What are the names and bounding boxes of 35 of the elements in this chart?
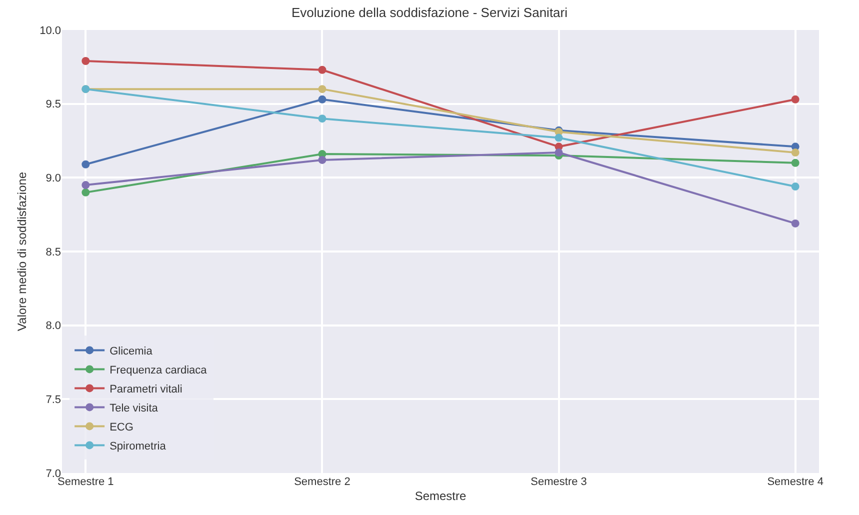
y-tick-label: 8.5 — [46, 246, 61, 258]
point — [554, 134, 563, 142]
y-axis-title: Valore medio di soddisfazione — [14, 172, 29, 332]
point — [554, 148, 563, 157]
point — [82, 181, 90, 190]
point — [318, 156, 326, 164]
point — [318, 95, 326, 104]
legend-label: Spirometria — [110, 440, 167, 452]
point — [82, 160, 90, 168]
chart-title: Evoluzione della soddisfazione - Servizi Sanitari — [291, 4, 568, 20]
point — [82, 188, 90, 196]
point — [82, 57, 90, 66]
x-tick-label: Semestre 2 — [294, 476, 350, 488]
legend-label: Parametri vitali — [110, 384, 182, 396]
point — [318, 85, 326, 94]
point — [791, 182, 800, 191]
y-tick-label: 8.0 — [46, 320, 61, 332]
y-tick-label: 9.5 — [46, 98, 61, 111]
x-axis-title: Semestre — [414, 488, 466, 503]
point — [791, 148, 800, 157]
y-tick-label: 7.5 — [46, 394, 61, 406]
legend-label: Tele visita — [110, 402, 159, 414]
legend-label: Glicemia — [110, 346, 154, 358]
legend-label: ECG — [110, 422, 134, 434]
point — [791, 95, 800, 104]
point — [791, 219, 800, 228]
x-tick-label: Semestre 3 — [530, 476, 587, 488]
x-tick-label: Semestre 4 — [767, 476, 824, 488]
point — [791, 158, 800, 167]
y-tick-label: 10.0 — [40, 24, 61, 37]
point — [318, 114, 326, 123]
x-tick-label: Semestre 1 — [58, 476, 114, 488]
y-tick-label: 9.0 — [46, 172, 61, 185]
point — [318, 66, 326, 74]
legend-label: Frequenza cardiaca — [110, 364, 208, 376]
